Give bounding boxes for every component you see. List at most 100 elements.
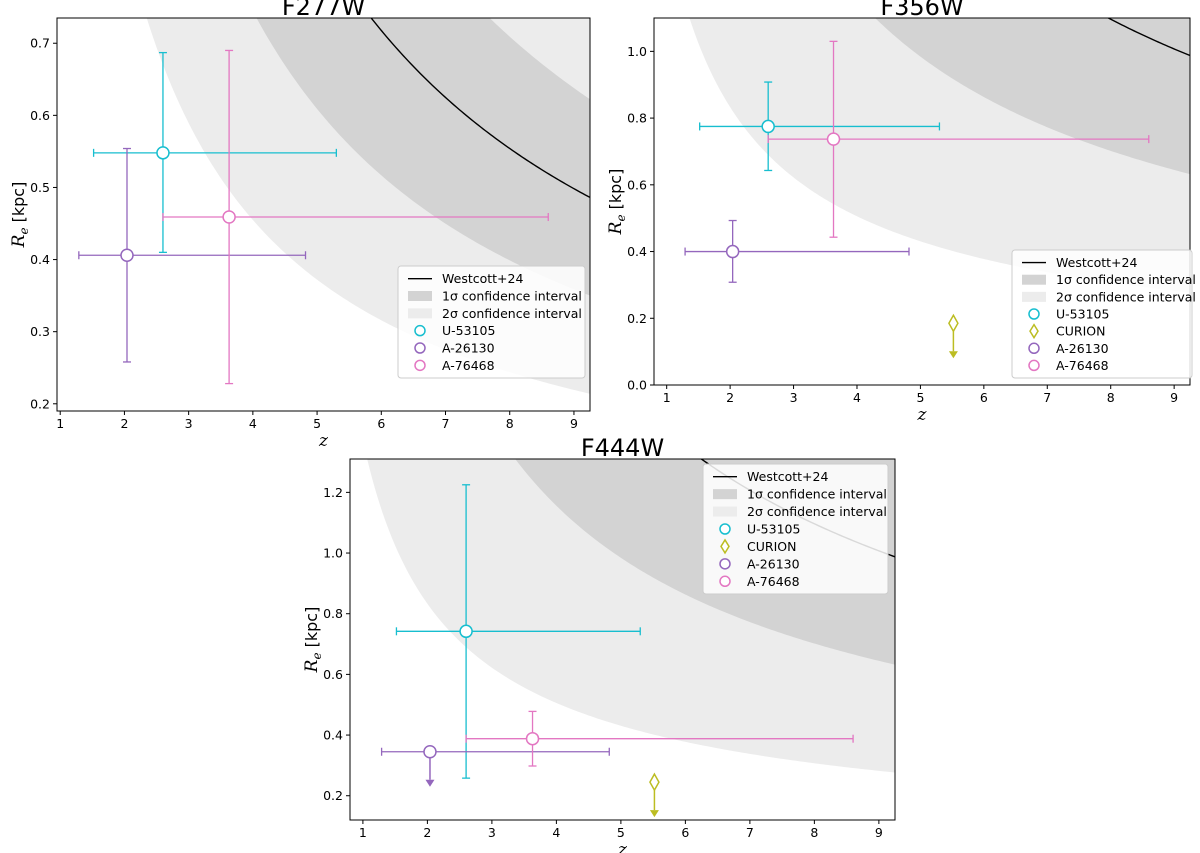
legend-label: Westcott+24	[442, 271, 523, 286]
x-tick-label: 6	[980, 390, 988, 405]
circle-marker	[222, 210, 236, 224]
legend-box	[1011, 249, 1193, 379]
legend-entry: U-53105	[1028, 307, 1109, 322]
y-tick-label: 0.4	[627, 244, 647, 259]
legend-entry: A-76468	[1028, 358, 1109, 373]
legend-label: 2σ confidence interval	[442, 306, 582, 321]
legend-entry: 2σ confidence interval	[713, 504, 887, 519]
x-tick-label: 1	[56, 416, 64, 431]
legend-label: CURION	[1056, 324, 1105, 339]
x-tick-label: 8	[810, 825, 818, 840]
data-point-a-76468	[767, 40, 1150, 238]
legend-label: A-26130	[747, 556, 800, 571]
legend-band1-swatch	[408, 291, 432, 301]
legend-entry: A-26130	[719, 556, 800, 571]
legend-circle-swatch	[414, 359, 426, 372]
y-label-unit: [kpc]	[9, 182, 28, 223]
legend-label: 1σ confidence interval	[1056, 272, 1196, 287]
legend-band1-swatch	[1022, 274, 1046, 285]
legend-entry: 2σ confidence interval	[1022, 289, 1196, 304]
panel-f277w: 1 2 3 4 5 6 7 8 9 0.2 0.3 0.4 0.5 0.6 0.7 F277W z Re [kpc]…	[9, 0, 591, 451]
x-tick-label: 7	[442, 416, 450, 431]
panel-f444w: 1 2 3 4 5 6 7 8 9 0.2 0.4 0.6 0.8 1.0 1.2 F444W z Re [kpc]…	[302, 434, 896, 853]
x-tick-label: 5	[617, 825, 625, 840]
confidence-band-1sigma	[875, 18, 1190, 175]
legend: Westcott+24 1σ confidence interval 2σ conf…	[397, 265, 586, 379]
legend-entry: Westcott+24	[408, 271, 523, 286]
diamond-marker	[948, 313, 959, 333]
legend-label: A-26130	[1056, 341, 1109, 356]
x-tick-label: 2	[423, 825, 431, 840]
y-label-subscript: e	[614, 214, 628, 221]
legend-band2-swatch	[1022, 291, 1046, 302]
legend-label: 1σ confidence interval	[442, 289, 582, 304]
data-point-a-26130	[380, 744, 610, 787]
y-tick-label: 0.2	[30, 396, 50, 411]
legend-band2-swatch	[408, 308, 432, 319]
legend-label: 2σ confidence interval	[1056, 289, 1196, 304]
legend: Westcott+24 1σ confidence interval 2σ conf…	[1011, 249, 1196, 379]
x-tick-label: 4	[552, 825, 560, 840]
x-tick-label: 8	[506, 416, 514, 431]
x-tick-label: 2	[726, 390, 734, 405]
x-tick-label: 3	[185, 416, 193, 431]
legend-entry: U-53105	[719, 522, 800, 537]
circle-marker	[761, 119, 775, 134]
legend-entry: 1σ confidence interval	[713, 487, 887, 502]
legend-circle-swatch	[414, 342, 426, 354]
legend-entry: Westcott+24	[713, 469, 828, 484]
legend-entry: A-26130	[1028, 341, 1109, 356]
data-point-u-53105	[395, 484, 641, 779]
circle-marker	[826, 132, 841, 146]
legend-circle-swatch	[1028, 308, 1040, 320]
legend: Westcott+24 1σ confidence interval 2σ conf…	[702, 463, 889, 595]
circle-marker	[423, 744, 437, 759]
y-axis-label: Re [kpc]	[9, 182, 31, 249]
circle-marker	[525, 731, 540, 746]
legend-circle-swatch	[719, 558, 731, 570]
y-label-subscript: e	[310, 652, 324, 659]
legend-label: A-76468	[442, 358, 495, 373]
y-tick-label: 0.4	[323, 728, 343, 743]
y-tick-label: 1.2	[323, 485, 343, 500]
legend-circle-swatch	[1028, 342, 1040, 355]
legend-entry: 1σ confidence interval	[1022, 272, 1196, 287]
x-tick-label: 6	[681, 825, 689, 840]
y-tick-label: 0.6	[30, 108, 50, 123]
y-label-symbol: R	[606, 221, 626, 235]
y-tick-label: 1.0	[627, 44, 647, 59]
panel-title: F444W	[581, 434, 664, 462]
axes-frame	[349, 458, 896, 821]
y-tick-label: 0.7	[30, 36, 50, 51]
legend-circle-swatch	[414, 324, 426, 337]
legend-label: 2σ confidence interval	[747, 504, 887, 519]
plot-area	[684, 18, 1190, 359]
y-tick-label: 0.3	[30, 324, 50, 339]
y-tick-label: 0.0	[627, 378, 647, 393]
panel-f356w: 1 2 3 4 5 6 7 8 9 0.0 0.2 0.4 0.6 0.8 1.0 F356W z Re [kpc]…	[606, 0, 1196, 425]
circle-marker	[725, 244, 740, 259]
legend-entry: A-76468	[719, 574, 800, 589]
y-axis-label: Re [kpc]	[606, 169, 628, 236]
y-tick-label: 0.2	[627, 311, 647, 326]
x-tick-label: 7	[746, 825, 754, 840]
x-tick-label: 9	[570, 416, 578, 431]
legend-label: Westcott+24	[1056, 255, 1137, 270]
x-tick-label: 6	[377, 416, 385, 431]
legend-entry: CURION	[1029, 323, 1105, 340]
x-tick-label: 9	[1170, 390, 1178, 405]
legend-entry: 2σ confidence interval	[408, 306, 582, 321]
confidence-band-1sigma	[256, 18, 590, 296]
diamond-marker	[649, 772, 660, 792]
x-tick-label: 3	[790, 390, 798, 405]
x-tick-label: 2	[120, 416, 128, 431]
upper-limit-arrow-head	[948, 351, 958, 359]
data-point-a-76468	[465, 710, 854, 767]
data-point-a-26130	[684, 219, 910, 283]
data-point-curion	[948, 313, 959, 359]
legend-label: Westcott+24	[747, 469, 828, 484]
y-tick-label: 0.6	[323, 667, 343, 682]
legend-diamond-swatch	[1029, 323, 1039, 340]
x-tick-label: 8	[1107, 390, 1115, 405]
